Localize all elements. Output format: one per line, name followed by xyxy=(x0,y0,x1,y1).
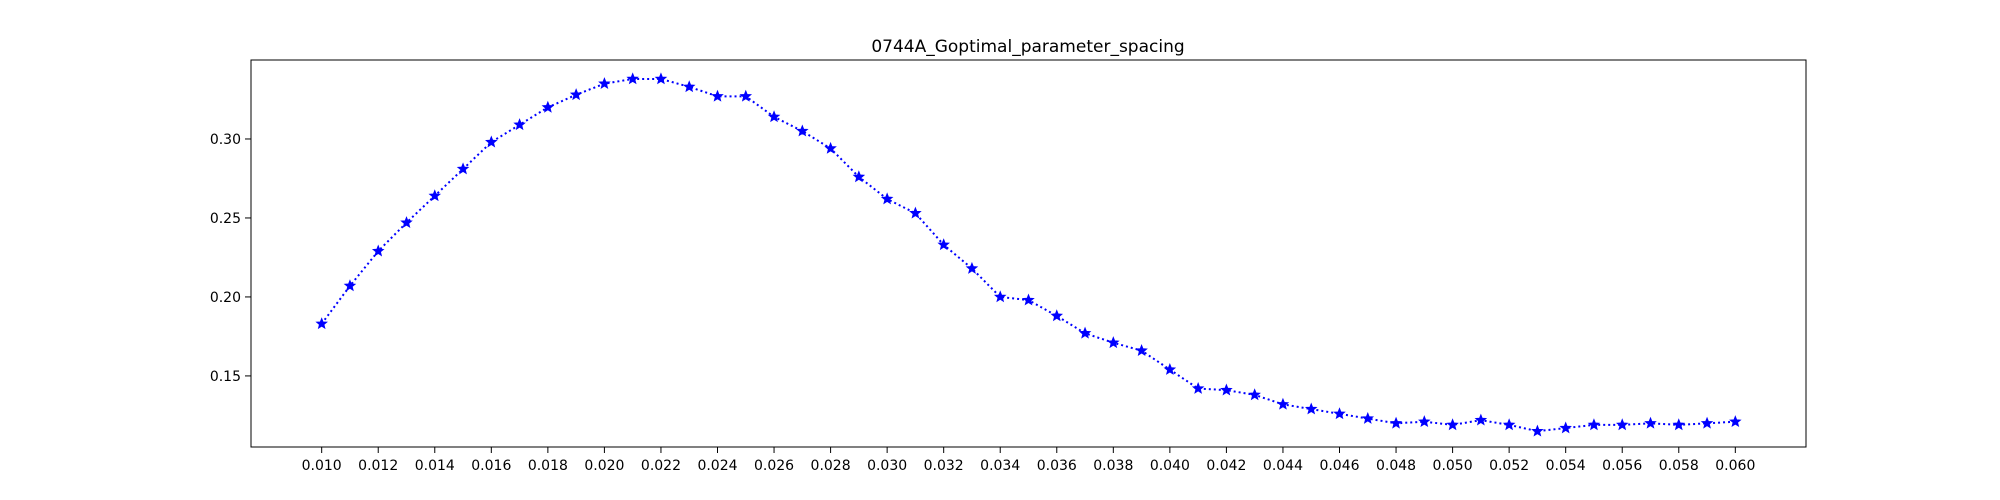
data-point-star xyxy=(1587,418,1601,431)
data-point-star xyxy=(1050,309,1064,322)
data-point-star xyxy=(1078,326,1092,339)
data-point-star xyxy=(1418,415,1431,428)
data-point-star xyxy=(1022,293,1035,306)
x-tick-label: 0.014 xyxy=(415,458,455,474)
data-point-star xyxy=(343,279,357,292)
data-point-star xyxy=(1474,413,1488,426)
x-tick-label: 0.022 xyxy=(641,458,681,474)
data-point-star xyxy=(598,77,611,90)
data-point-star xyxy=(1163,363,1177,375)
data-point-star xyxy=(1446,418,1459,431)
data-point-star xyxy=(1107,336,1120,349)
x-tick-label: 0.026 xyxy=(754,458,794,474)
series-path xyxy=(320,77,1736,433)
y-tick-label: 0.25 xyxy=(210,211,241,227)
x-tick-label: 0.046 xyxy=(1319,458,1359,474)
x-tick-label: 0.040 xyxy=(1150,458,1190,474)
data-point-star xyxy=(739,89,753,102)
x-tick-label: 0.020 xyxy=(584,458,624,474)
x-tick-label: 0.036 xyxy=(1037,458,1077,474)
data-point-star xyxy=(880,192,894,205)
data-point-star xyxy=(909,206,922,219)
data-point-star xyxy=(1191,381,1205,394)
x-tick-label: 0.024 xyxy=(697,458,737,474)
x-tick-label: 0.028 xyxy=(811,458,851,474)
data-point-star xyxy=(371,244,385,257)
series-line xyxy=(315,72,1742,437)
data-point-star xyxy=(1615,418,1629,431)
data-point-star xyxy=(1333,407,1346,420)
x-tick-label: 0.032 xyxy=(924,458,964,474)
x-tick-label: 0.048 xyxy=(1376,458,1416,474)
data-point-star xyxy=(824,141,837,154)
data-point-star xyxy=(1700,416,1714,429)
data-point-star xyxy=(767,110,781,123)
data-point-star xyxy=(1276,397,1290,410)
x-tick-label: 0.060 xyxy=(1715,458,1755,474)
data-point-star xyxy=(1644,416,1657,429)
data-point-star xyxy=(1531,424,1544,437)
x-tick-label: 0.016 xyxy=(471,458,511,474)
data-point-star xyxy=(937,238,950,251)
x-tick-label: 0.012 xyxy=(358,458,398,474)
data-point-star xyxy=(400,216,413,229)
data-point-star xyxy=(1135,344,1148,356)
x-tick-label: 0.038 xyxy=(1093,458,1133,474)
x-tick-label: 0.058 xyxy=(1659,458,1699,474)
x-tick-label: 0.030 xyxy=(867,458,907,474)
y-tick-label: 0.20 xyxy=(210,290,241,306)
x-tick-label: 0.018 xyxy=(528,458,568,474)
data-point-star xyxy=(428,189,442,202)
data-point-star xyxy=(1248,388,1261,401)
data-point-star xyxy=(513,118,526,131)
x-axis: 0.010 0.012 0.014 0.016 0.018 0.020 0.022 0.024… xyxy=(302,447,1755,474)
data-point-star xyxy=(965,261,979,274)
data-point-star xyxy=(456,162,470,175)
y-axis: 0.15 0.20 0.25 0.30 xyxy=(210,132,251,385)
data-point-star xyxy=(711,89,724,102)
data-point-star xyxy=(852,170,866,183)
data-point-star xyxy=(1559,421,1572,434)
data-point-star xyxy=(682,80,696,93)
data-point-star xyxy=(1729,415,1742,428)
x-tick-label: 0.044 xyxy=(1263,458,1303,474)
data-point-star xyxy=(569,88,583,101)
data-point-star xyxy=(654,72,668,85)
y-tick-label: 0.30 xyxy=(210,132,241,148)
x-tick-label: 0.010 xyxy=(302,458,342,474)
x-tick-label: 0.052 xyxy=(1489,458,1529,474)
x-tick-label: 0.042 xyxy=(1206,458,1246,474)
data-point-star xyxy=(1389,416,1403,429)
data-point-star xyxy=(485,135,498,148)
x-tick-label: 0.056 xyxy=(1602,458,1642,474)
data-point-star xyxy=(993,290,1007,303)
data-point-star xyxy=(541,100,555,113)
data-point-star xyxy=(1502,418,1516,431)
data-point-star xyxy=(1672,418,1686,431)
data-point-star xyxy=(626,72,639,85)
x-tick-label: 0.054 xyxy=(1546,458,1586,474)
x-tick-label: 0.034 xyxy=(980,458,1020,474)
data-point-star xyxy=(796,124,809,137)
data-point-star xyxy=(315,317,328,330)
data-point-star xyxy=(1361,411,1375,424)
data-point-star xyxy=(1304,402,1318,415)
data-point-star xyxy=(1220,383,1233,396)
x-tick-label: 0.050 xyxy=(1433,458,1473,474)
chart-title: 0744A_Goptimal_parameter_spacing xyxy=(871,37,1184,57)
plot-area-frame xyxy=(250,59,1807,448)
y-tick-label: 0.15 xyxy=(210,369,241,385)
